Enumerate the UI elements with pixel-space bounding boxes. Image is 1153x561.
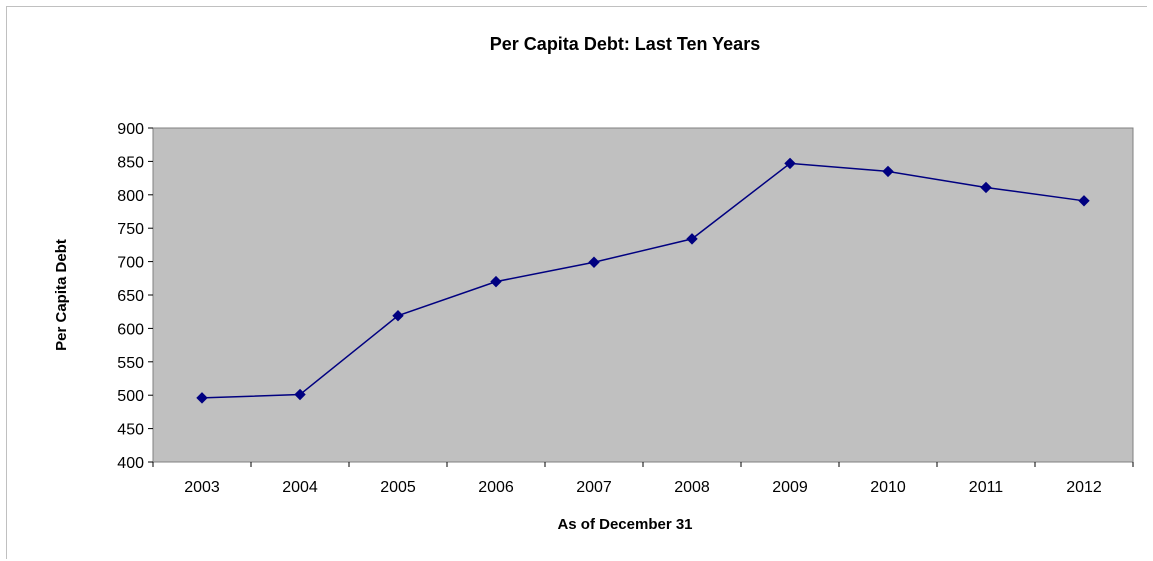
x-tick-label: 2007	[576, 479, 612, 496]
x-tick-label: 2009	[772, 479, 808, 496]
data-point-marker	[490, 275, 502, 288]
x-tick-label: 2011	[969, 479, 1004, 496]
x-tick-label: 2004	[282, 479, 318, 496]
y-tick-label: 550	[117, 355, 144, 372]
y-tick-label: 700	[117, 255, 144, 272]
data-point-marker	[294, 388, 306, 401]
y-tick-label: 750	[117, 221, 144, 238]
x-axis-title: As of December 31	[557, 516, 692, 533]
x-tick-label: 2012	[1066, 479, 1102, 496]
plot-area	[152, 127, 1134, 463]
data-point-marker	[980, 181, 992, 194]
data-point-marker	[392, 310, 404, 322]
x-tick-label: 2005	[380, 479, 416, 496]
x-tick-label: 2010	[870, 479, 906, 496]
x-tick-label: 2003	[184, 479, 220, 496]
y-tick-label: 850	[117, 154, 144, 171]
data-point-marker	[686, 233, 698, 245]
x-tick-label: 2008	[674, 479, 710, 496]
data-point-marker	[784, 157, 796, 170]
y-tick-label: 450	[117, 422, 144, 439]
chart-title: Per Capita Debt: Last Ten Years	[490, 34, 760, 54]
y-tick-label: 800	[117, 188, 144, 205]
y-tick-label: 900	[117, 121, 144, 138]
data-point-marker	[882, 165, 894, 178]
x-axis: 2003 2004 2005 2006 2007 2008 2009 2010 2011 2012	[152, 462, 1134, 496]
data-point-marker	[588, 256, 600, 268]
y-tick-label: 650	[117, 288, 144, 305]
series-line	[201, 162, 1085, 399]
y-tick-label: 400	[117, 455, 144, 472]
y-axis: 400 450 500 550 600 650 700 750 800 850 900	[117, 121, 153, 472]
data-point-marker	[1078, 195, 1090, 207]
x-tick-label: 2006	[478, 479, 514, 496]
series-per-capita-debt	[196, 157, 1090, 404]
y-axis-title: Per Capita Debt	[53, 239, 70, 351]
data-point-marker	[196, 392, 208, 404]
y-tick-label: 500	[117, 388, 144, 405]
y-tick-label: 600	[117, 321, 144, 338]
